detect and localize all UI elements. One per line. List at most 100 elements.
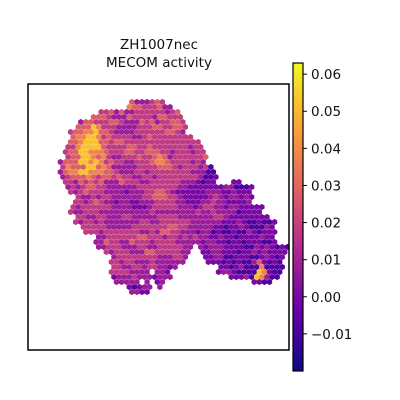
spot bbox=[220, 258, 227, 266]
spot bbox=[139, 208, 145, 216]
spot bbox=[228, 213, 234, 221]
spot bbox=[124, 198, 130, 206]
spot bbox=[205, 238, 211, 246]
spot bbox=[73, 218, 79, 226]
spot bbox=[144, 208, 150, 216]
spot bbox=[113, 198, 120, 206]
spot bbox=[167, 153, 173, 161]
colorbar-tick-label: 0.02 bbox=[311, 216, 341, 232]
spot bbox=[95, 153, 102, 161]
spot bbox=[75, 153, 81, 161]
spot bbox=[116, 163, 122, 171]
spot bbox=[208, 233, 214, 241]
spot bbox=[177, 253, 183, 261]
spot bbox=[146, 253, 153, 261]
spot bbox=[88, 138, 94, 146]
spot bbox=[154, 208, 160, 216]
spot bbox=[157, 253, 163, 261]
spot bbox=[93, 218, 99, 226]
spot bbox=[195, 138, 201, 146]
spot bbox=[164, 248, 171, 256]
spot bbox=[134, 208, 140, 216]
spot bbox=[228, 273, 234, 281]
spot bbox=[251, 278, 257, 286]
spot bbox=[101, 183, 107, 191]
spot bbox=[223, 253, 229, 261]
spot bbox=[197, 233, 204, 241]
spot bbox=[78, 198, 84, 206]
spot bbox=[70, 153, 76, 161]
spot bbox=[70, 183, 76, 191]
spot bbox=[223, 183, 229, 191]
spot bbox=[220, 188, 227, 196]
spot bbox=[187, 133, 194, 141]
spot bbox=[167, 233, 173, 241]
spot bbox=[182, 243, 189, 251]
spot bbox=[67, 208, 74, 216]
spot bbox=[175, 108, 181, 116]
spot bbox=[162, 223, 168, 231]
spot bbox=[159, 128, 166, 136]
spot bbox=[111, 173, 117, 181]
spot bbox=[106, 183, 112, 191]
spot bbox=[185, 238, 191, 246]
spot bbox=[144, 178, 150, 186]
spot bbox=[218, 263, 224, 271]
spot bbox=[134, 238, 140, 246]
spot bbox=[121, 243, 127, 251]
spot bbox=[157, 143, 163, 151]
spot bbox=[83, 128, 89, 136]
spot bbox=[157, 223, 163, 231]
spot bbox=[144, 198, 150, 206]
spot bbox=[141, 163, 148, 171]
spot bbox=[167, 193, 173, 201]
spot bbox=[177, 183, 183, 191]
spot bbox=[203, 183, 209, 191]
spot bbox=[98, 228, 104, 236]
spot bbox=[180, 198, 186, 206]
spot bbox=[131, 273, 138, 281]
spot bbox=[118, 138, 125, 146]
spot bbox=[162, 243, 168, 251]
spot bbox=[274, 253, 280, 261]
spot bbox=[134, 168, 140, 176]
spot bbox=[124, 138, 130, 146]
spot bbox=[121, 143, 127, 151]
spot bbox=[236, 198, 242, 206]
spot bbox=[266, 228, 273, 236]
spot bbox=[164, 118, 171, 126]
spot bbox=[67, 188, 74, 196]
spot bbox=[103, 178, 109, 186]
spot bbox=[190, 228, 196, 236]
spot bbox=[200, 238, 206, 246]
spot bbox=[136, 213, 143, 221]
spot bbox=[172, 173, 178, 181]
spot bbox=[121, 113, 127, 121]
spot bbox=[254, 243, 260, 251]
spot bbox=[139, 188, 145, 196]
spot bbox=[141, 113, 148, 121]
spot bbox=[205, 198, 211, 206]
spot bbox=[233, 213, 240, 221]
spot bbox=[169, 158, 176, 166]
spot bbox=[220, 208, 227, 216]
spot bbox=[271, 248, 278, 256]
spot bbox=[231, 258, 237, 266]
spot bbox=[73, 178, 79, 186]
spot bbox=[149, 148, 155, 156]
spot bbox=[218, 253, 224, 261]
spot bbox=[149, 138, 155, 146]
spot bbox=[215, 238, 222, 246]
spot bbox=[141, 193, 148, 201]
spot bbox=[98, 128, 104, 136]
spot bbox=[159, 98, 166, 106]
spot bbox=[80, 183, 87, 191]
spot bbox=[136, 203, 143, 211]
spot bbox=[134, 158, 140, 166]
spot bbox=[277, 258, 283, 266]
spot bbox=[251, 208, 257, 216]
spot bbox=[65, 153, 71, 161]
spot bbox=[129, 188, 135, 196]
spot bbox=[157, 163, 163, 171]
